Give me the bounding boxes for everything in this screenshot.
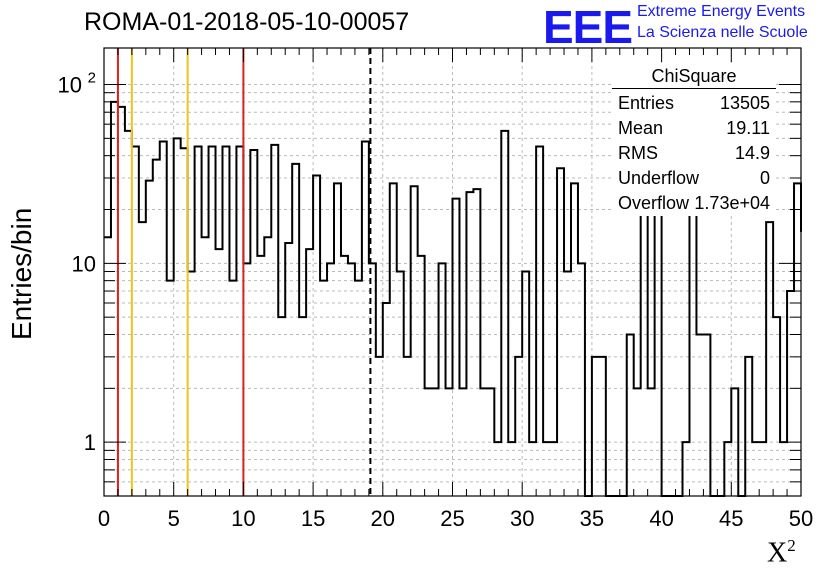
histogram-outline	[104, 100, 802, 497]
histogram	[104, 100, 802, 497]
x-tick-label: 30	[510, 506, 534, 531]
y-axis-label: Entries/bin	[6, 207, 37, 340]
stats-label: Overflow	[618, 193, 690, 213]
x-tick-label: 10	[231, 506, 255, 531]
stats-label: RMS	[618, 143, 658, 163]
x-axis: 0 5 10 15 20 25 30 35 40 45 50	[98, 48, 813, 531]
y-tick-label: 1	[84, 430, 96, 455]
stats-label: Underflow	[618, 168, 700, 188]
stats-value: 19.11	[726, 118, 770, 138]
x-tick-label: 35	[580, 506, 604, 531]
stats-row: Overflow 1.73e+04	[612, 191, 776, 216]
eee-logo: EEE	[543, 1, 633, 53]
x-tick-label: 25	[440, 506, 464, 531]
y-tick-label: 10	[72, 251, 96, 276]
x-axis-label-base: X	[767, 537, 788, 569]
y-tick-label-exponent: 2	[88, 70, 96, 87]
x-axis-label: X2	[767, 536, 796, 569]
stats-value: 0	[759, 168, 770, 188]
x-tick-label: 0	[98, 506, 110, 531]
x-axis-label-exponent: 2	[787, 536, 796, 555]
chart-title: ROMA-01-2018-05-10-00057	[84, 8, 410, 36]
x-tick-label: 5	[168, 506, 180, 531]
x-tick-label: 40	[649, 506, 673, 531]
stats-row: RMS 14.9	[612, 141, 776, 166]
x-tick-label: 45	[719, 506, 743, 531]
stats-box: ChiSquare Entries 13505 Mean 19.11 RMS 14.9 Un…	[612, 66, 776, 216]
logo-line-1: Extreme Energy Events	[637, 3, 806, 20]
logo-line-2: La Scienza nelle Scuole	[637, 24, 808, 41]
stats-value: 13505	[719, 93, 770, 113]
stats-rows: Entries 13505 Mean 19.11 RMS 14.9 Underflow 0 Ov…	[612, 91, 776, 216]
x-tick-label: 50	[789, 506, 813, 531]
stats-label: Mean	[618, 118, 664, 138]
stats-label: Entries	[618, 93, 675, 113]
stats-row: Entries 13505	[612, 91, 776, 116]
x-tick-label: 15	[301, 506, 325, 531]
y-axis: 1 10 10 2	[58, 70, 801, 497]
stats-title: ChiSquare	[612, 66, 776, 89]
stats-value: 14.9	[734, 143, 770, 163]
x-tick-label: 20	[371, 506, 395, 531]
stats-row: Underflow 0	[612, 166, 776, 191]
stats-row: Mean 19.11	[612, 116, 776, 141]
y-tick-label: 10	[58, 73, 82, 98]
stats-value: 1.73e+04	[694, 193, 770, 213]
reference-lines	[116, 48, 372, 496]
